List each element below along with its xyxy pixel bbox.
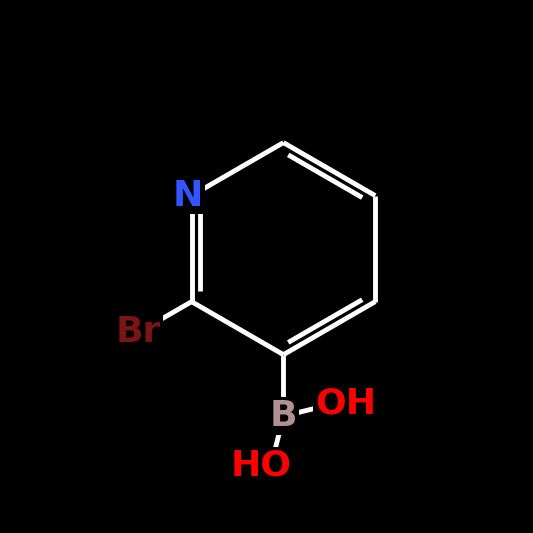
Text: OH: OH [315, 387, 376, 421]
Text: B: B [270, 399, 297, 433]
Text: HO: HO [230, 449, 291, 483]
Text: N: N [173, 179, 204, 213]
Text: Br: Br [116, 316, 161, 350]
